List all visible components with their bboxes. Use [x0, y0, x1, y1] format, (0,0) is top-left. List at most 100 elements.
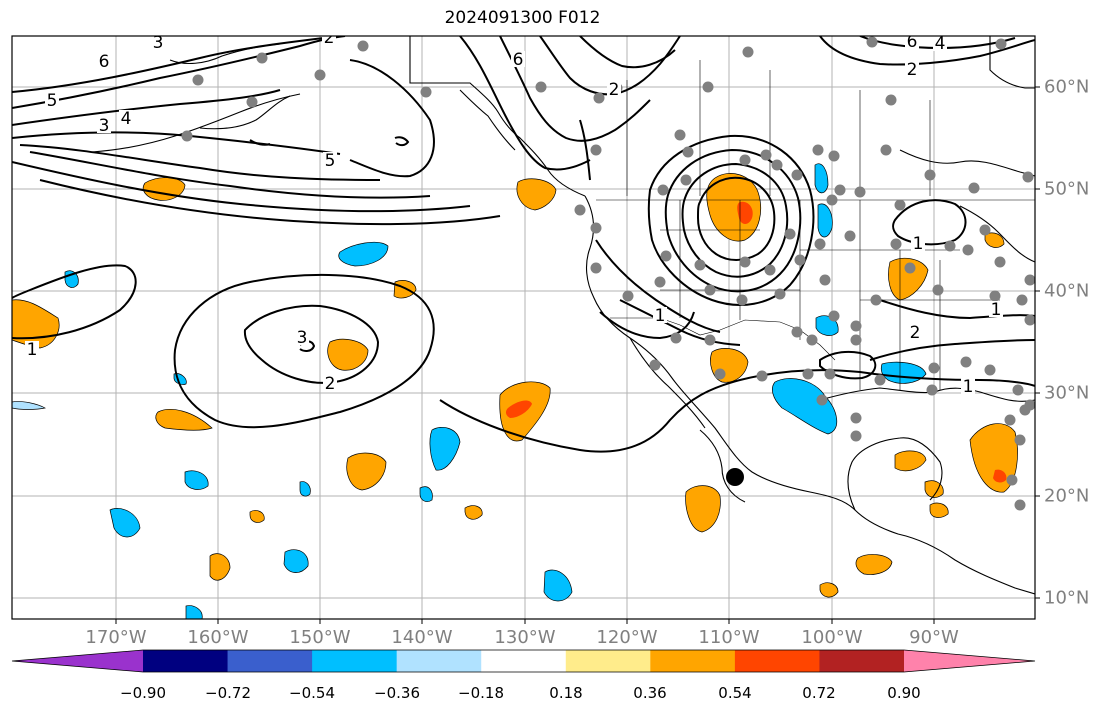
- gray-dot-icon: [880, 144, 892, 156]
- negative-anomaly-area: [109, 508, 141, 538]
- gray-dot-icon: [357, 40, 369, 52]
- map-title: 2024091300 F012: [444, 8, 601, 28]
- gray-dot-icon: [994, 256, 1006, 268]
- contour-label-background: [933, 36, 947, 51]
- gray-dot-icon: [828, 310, 840, 322]
- gray-dot-icon: [824, 368, 836, 380]
- contour-label-background: [908, 324, 922, 340]
- colorbar-tick-label: 0.36: [633, 684, 667, 702]
- map-frame: [11, 35, 1036, 620]
- lat-label-50n: 50°N: [1044, 178, 1090, 200]
- negative-anomaly-area: [817, 203, 833, 238]
- contour-label-background: [911, 235, 925, 251]
- colorbar-segment: [481, 650, 567, 672]
- gray-dot-icon: [904, 262, 916, 274]
- lat-label-60n: 60°N: [1044, 76, 1090, 98]
- colorbar-tick-label: 0.72: [802, 684, 836, 702]
- negative-anomaly-area: [184, 470, 209, 490]
- gray-dot-icon: [866, 36, 878, 48]
- contour-label: 2: [324, 28, 335, 48]
- contour-label-background: [905, 36, 919, 49]
- negative-anomaly-area: [419, 486, 433, 502]
- strong-positive-area: [993, 469, 1007, 483]
- gray-dot-icon: [192, 74, 204, 86]
- gray-dot-icon: [742, 46, 754, 58]
- positive-anomaly-area: [984, 232, 1005, 248]
- gray-dot-icon: [1024, 274, 1035, 286]
- contour-label-background: [119, 110, 133, 126]
- gray-dot-icon: [756, 370, 768, 382]
- gray-dot-icon: [1016, 294, 1028, 306]
- colorbar-segment: [143, 650, 229, 672]
- contour-label-background: [511, 51, 525, 67]
- positive-anomaly-area: [249, 510, 265, 523]
- gray-dot-icon: [826, 194, 838, 206]
- colorbar-segment: [650, 650, 736, 672]
- gray-dot-icon: [984, 364, 996, 376]
- gray-dot-icon: [682, 146, 694, 158]
- positive-anomaly-area: [855, 554, 893, 575]
- colorbar-segment: [565, 650, 651, 672]
- gray-dot-icon: [962, 244, 974, 256]
- positive-anomaly-area: [924, 480, 944, 498]
- gray-dot-icon: [834, 184, 846, 196]
- lon-label-120w: 120°W: [596, 627, 658, 648]
- gray-dot-icon: [736, 294, 748, 306]
- lon-label-100w: 100°W: [801, 627, 863, 648]
- gray-dot-icon: [850, 430, 862, 442]
- gray-dot-icon: [814, 238, 826, 250]
- gray-dot-icon: [256, 52, 268, 64]
- gray-dot-icon: [590, 222, 602, 234]
- contour-label-background: [322, 36, 336, 45]
- gray-dot-icon: [960, 356, 972, 368]
- gray-dot-icon: [649, 359, 661, 371]
- contour-label-background: [905, 61, 919, 77]
- gray-dot-icon: [794, 254, 806, 266]
- negative-anomaly-area: [429, 427, 461, 471]
- colorbar: [11, 649, 1036, 673]
- gray-dot-icon: [819, 274, 831, 286]
- negative-anomaly-area: [338, 241, 389, 267]
- strong-positive-area: [737, 201, 753, 224]
- negative-anomaly-area: [185, 605, 203, 619]
- gray-dot-icon: [1012, 384, 1024, 396]
- gray-dot-icon: [924, 169, 936, 181]
- gray-dot-icon: [1004, 414, 1016, 426]
- gray-dot-icon: [1014, 434, 1026, 446]
- negative-anomaly-area: [299, 481, 311, 497]
- gray-dot-icon: [1019, 404, 1031, 416]
- contour-label: 1: [27, 340, 38, 360]
- lon-label-130w: 130°W: [494, 627, 556, 648]
- gray-dot-icon: [968, 182, 980, 194]
- colorbar-tick-label: 0.90: [887, 684, 921, 702]
- contour-label: 1: [963, 377, 974, 397]
- positive-anomaly-area: [894, 450, 927, 472]
- axis-ticks: [115, 86, 1040, 624]
- contour-label: 2: [910, 323, 921, 343]
- gray-dot-icon: [593, 92, 605, 104]
- gray-dot-icon: [704, 334, 716, 346]
- colorbar-tick-label: −0.36: [374, 684, 420, 702]
- map-background: [12, 36, 1035, 619]
- contour-label-background: [97, 117, 111, 133]
- gray-dot-icon: [1006, 474, 1018, 486]
- contour-label: 2: [609, 80, 620, 100]
- lat-label-10n: 10°N: [1044, 587, 1090, 609]
- positive-anomaly-area: [888, 257, 929, 301]
- gray-dot-icon: [574, 204, 586, 216]
- contour-label-background: [151, 36, 165, 50]
- anomaly-shading: [12, 163, 1018, 619]
- contour-label-background: [45, 92, 59, 108]
- gray-dot-icon: [739, 154, 751, 166]
- positive-anomaly-area: [155, 409, 213, 431]
- gray-dot-icon: [181, 130, 193, 142]
- contour-label-background: [989, 301, 1003, 317]
- contour-label-background: [607, 81, 621, 97]
- contour-label-background: [25, 341, 39, 357]
- gray-dot-icon: [870, 294, 882, 306]
- lat-label-20n: 20°N: [1044, 485, 1090, 507]
- gray-dot-icon: [894, 199, 906, 211]
- colorbar-segment: [396, 650, 482, 672]
- gray-dot-icon: [874, 374, 886, 386]
- contour-label: 5: [47, 91, 58, 111]
